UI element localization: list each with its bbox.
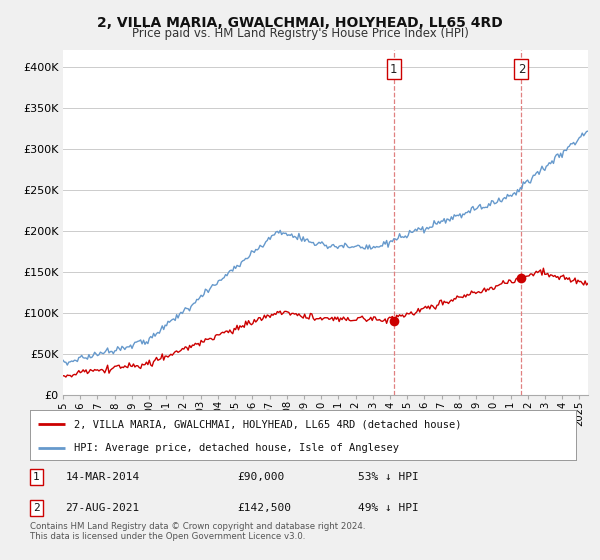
Text: 14-MAR-2014: 14-MAR-2014 — [65, 472, 140, 482]
Text: £142,500: £142,500 — [238, 503, 292, 513]
Text: 1: 1 — [390, 63, 397, 76]
Text: 1: 1 — [33, 472, 40, 482]
Text: 2, VILLA MARIA, GWALCHMAI, HOLYHEAD, LL65 4RD: 2, VILLA MARIA, GWALCHMAI, HOLYHEAD, LL6… — [97, 16, 503, 30]
Text: HPI: Average price, detached house, Isle of Anglesey: HPI: Average price, detached house, Isle… — [74, 443, 398, 452]
Text: Price paid vs. HM Land Registry's House Price Index (HPI): Price paid vs. HM Land Registry's House … — [131, 27, 469, 40]
Text: 2, VILLA MARIA, GWALCHMAI, HOLYHEAD, LL65 4RD (detached house): 2, VILLA MARIA, GWALCHMAI, HOLYHEAD, LL6… — [74, 419, 461, 429]
Text: 27-AUG-2021: 27-AUG-2021 — [65, 503, 140, 513]
Text: Contains HM Land Registry data © Crown copyright and database right 2024.
This d: Contains HM Land Registry data © Crown c… — [30, 522, 365, 542]
Text: 2: 2 — [518, 63, 525, 76]
Text: 53% ↓ HPI: 53% ↓ HPI — [358, 472, 418, 482]
Text: £90,000: £90,000 — [238, 472, 285, 482]
Text: 49% ↓ HPI: 49% ↓ HPI — [358, 503, 418, 513]
Text: 2: 2 — [33, 503, 40, 513]
